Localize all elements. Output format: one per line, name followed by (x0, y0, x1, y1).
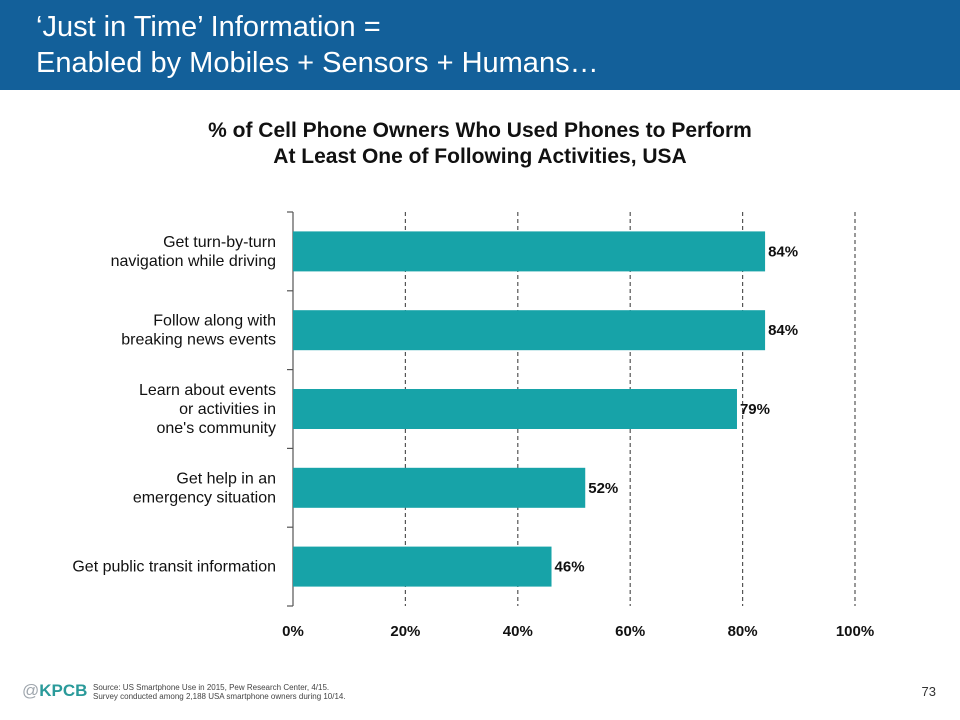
x-tick-label-0: 0% (282, 623, 304, 640)
x-tick-label-60: 60% (615, 623, 645, 640)
source-note-line-1: Source: US Smartphone Use in 2015, Pew R… (93, 683, 330, 692)
value-label-5: 46% (555, 559, 585, 576)
category-label-4: Get help in an (176, 470, 276, 487)
category-label-1: Get turn-by-turn (163, 234, 276, 251)
bar-5 (293, 546, 552, 587)
source-note-line-2: Survey conducted among 2,188 USA smartph… (93, 692, 346, 701)
x-tick-label-100: 100% (836, 623, 874, 640)
bar-3 (293, 389, 737, 429)
category-label-5: Get public transit information (72, 559, 276, 576)
value-label-3: 79% (740, 401, 770, 418)
slide-title-line-2: Enabled by Mobiles + Sensors + Humans… (36, 47, 599, 79)
chart-title-line-2: At Least One of Following Activities, US… (273, 145, 687, 168)
x-tick-label-20: 20% (390, 623, 420, 640)
page-number: 73 (921, 684, 936, 699)
logo-text: KPCB (39, 681, 88, 700)
value-label-1: 84% (768, 243, 798, 260)
category-label-3: or activities in (179, 401, 276, 418)
value-label-4: 52% (588, 480, 618, 497)
slide-title-line-1: ‘Just in Time’ Information = (36, 11, 381, 43)
category-label-4: emergency situation (133, 489, 276, 506)
value-label-2: 84% (768, 322, 798, 339)
logo-at-sign: @ (22, 681, 40, 700)
chart-title-line-1: % of Cell Phone Owners Who Used Phones t… (208, 119, 752, 142)
bar-4 (293, 467, 586, 508)
bar-1 (293, 231, 766, 272)
x-tick-label-40: 40% (503, 623, 533, 640)
x-tick-label-80: 80% (728, 623, 758, 640)
bar-2 (293, 310, 766, 351)
slide-header: ‘Just in Time’ Information = Enabled by … (0, 0, 960, 90)
category-label-3: Learn about events (139, 382, 276, 399)
category-label-1: navigation while driving (111, 253, 276, 270)
category-label-2: breaking news events (121, 332, 276, 349)
category-label-2: Follow along with (153, 313, 276, 330)
kpcb-logo: @KPCB (22, 681, 87, 701)
category-label-3: one's community (156, 420, 276, 437)
